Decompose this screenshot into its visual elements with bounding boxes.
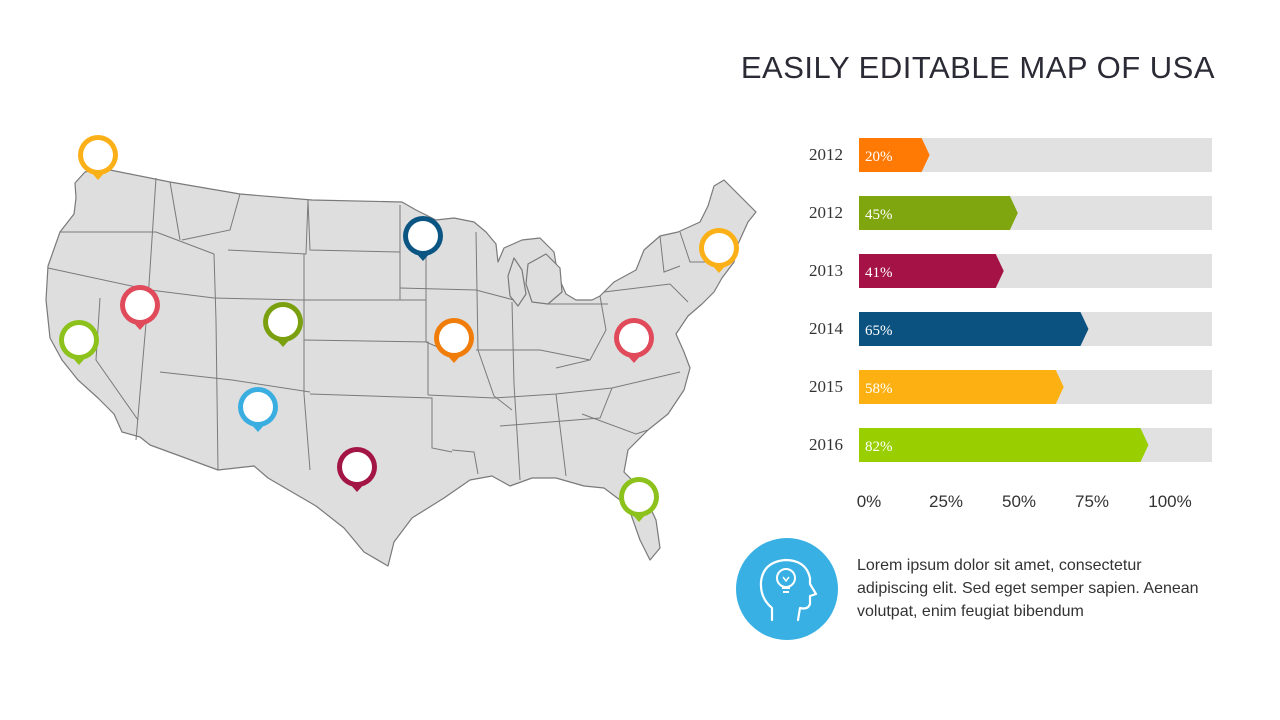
- michigan-peninsula: [525, 253, 563, 305]
- map-pin-california[interactable]: [59, 320, 99, 365]
- bar-row: 2012 20%: [809, 138, 1212, 172]
- bar-row: 2016 82%: [809, 428, 1212, 462]
- year-label: 2015: [809, 377, 843, 396]
- year-label: 2012: [809, 203, 843, 222]
- year-label: 2014: [809, 319, 844, 338]
- usa-outline: [45, 167, 757, 567]
- lake-michigan: [507, 257, 527, 307]
- bar: [859, 196, 1018, 230]
- bar-value-label: 58%: [865, 381, 893, 397]
- usa-mainland: [45, 167, 757, 567]
- year-label: 2012: [809, 145, 843, 164]
- x-tick-label: 50%: [1002, 492, 1036, 511]
- map-pin-nevada[interactable]: [120, 285, 160, 330]
- bar-row: 2014 65%: [809, 312, 1212, 346]
- year-label: 2016: [809, 435, 843, 454]
- bar-value-label: 20%: [865, 149, 893, 165]
- idea-head-icon-circle: [736, 538, 838, 640]
- bar: [859, 138, 930, 172]
- head-lightbulb-icon: [759, 558, 818, 622]
- info-block: Lorem ipsum dolor sit amet, consectetur …: [736, 538, 1216, 642]
- map-pin-west-virginia[interactable]: [614, 318, 654, 363]
- map-pin-new-mexico[interactable]: [238, 387, 278, 432]
- x-tick-label: 100%: [1148, 492, 1191, 511]
- map-pin-minnesota[interactable]: [403, 216, 443, 261]
- state-borders: [47, 177, 712, 481]
- map-pin-washington[interactable]: [78, 135, 118, 180]
- map-pin-texas[interactable]: [337, 447, 377, 492]
- info-text: Lorem ipsum dolor sit amet, consectetur …: [857, 557, 1199, 620]
- map-pin-missouri[interactable]: [434, 318, 474, 363]
- map-pins: [59, 135, 739, 522]
- bar-value-label: 82%: [865, 439, 893, 455]
- x-tick-label: 25%: [929, 492, 963, 511]
- bar: [859, 428, 1149, 462]
- map-pin-florida[interactable]: [619, 477, 659, 522]
- bar-row: 2015 58%: [809, 370, 1212, 404]
- bar-value-label: 45%: [865, 207, 893, 223]
- x-tick-label: 0%: [857, 492, 882, 511]
- bar: [859, 370, 1064, 404]
- slide-title: EASILY EDITABLE MAP OF USA: [740, 50, 1215, 85]
- bar-value-label: 41%: [865, 265, 893, 281]
- x-axis-ticks: 0% 25% 50% 75% 100%: [857, 492, 1192, 511]
- bar-row: 2012 45%: [809, 196, 1212, 230]
- percentage-bar-chart: 2012 20% 2012 45% 2013 41% 2014 65% 2015 58% 2016 8…: [809, 138, 1212, 511]
- bar: [859, 312, 1089, 346]
- x-tick-label: 75%: [1075, 492, 1109, 511]
- bar-rows: 2012 20% 2012 45% 2013 41% 2014 65% 2015 58% 2016 8…: [809, 138, 1212, 462]
- usa-map: [45, 135, 757, 567]
- year-label: 2013: [809, 261, 843, 280]
- map-pin-massachusetts[interactable]: [699, 228, 739, 273]
- bar: [859, 254, 1004, 288]
- bar-value-label: 65%: [865, 323, 893, 339]
- map-pin-colorado[interactable]: [263, 302, 303, 347]
- bar-row: 2013 41%: [809, 254, 1212, 288]
